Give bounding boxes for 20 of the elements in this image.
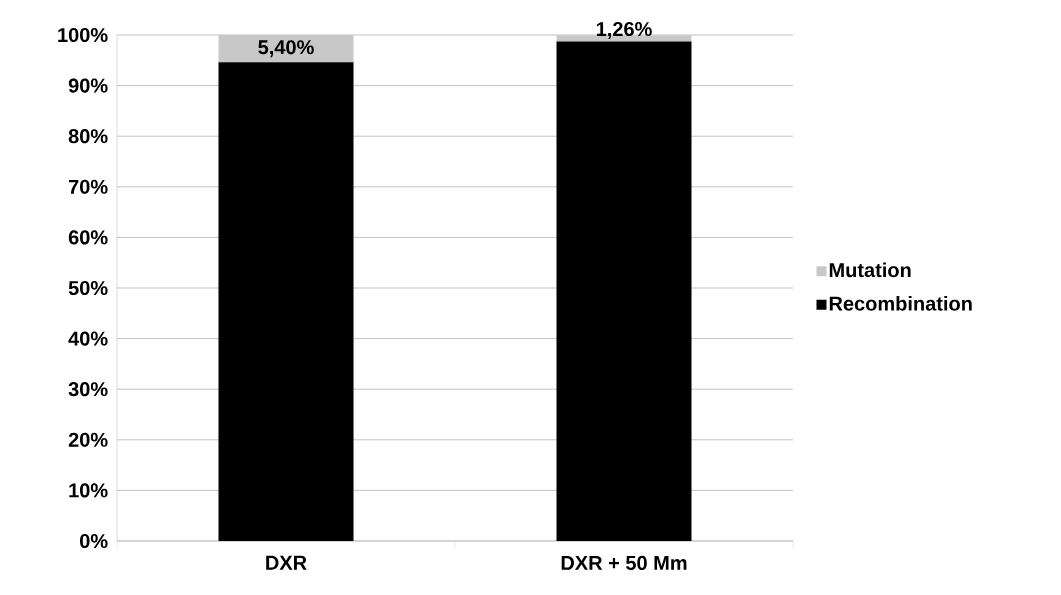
y-tick-label: 50% <box>68 280 108 296</box>
y-tick-label: 10% <box>69 483 108 498</box>
y-tick-label: 30% <box>68 382 108 397</box>
legend-label: Recombination <box>829 296 972 311</box>
bar <box>218 62 354 541</box>
y-tick-label: 90% <box>68 78 108 93</box>
bar <box>218 34 354 63</box>
legend-label: Mutation <box>829 262 911 278</box>
y-tick-label: 70% <box>68 179 108 194</box>
data-label: 1,26% <box>596 21 652 39</box>
y-tick-label: 20% <box>68 432 108 447</box>
y-tick-label: 100% <box>58 27 108 43</box>
y-tick-label: 80% <box>68 129 108 144</box>
x-tick-label: DXR <box>266 555 307 570</box>
y-tick-label: 60% <box>68 230 108 245</box>
y-tick-label: 0% <box>80 533 108 549</box>
data-label: 5,40% <box>258 40 314 58</box>
y-tick-label: 40% <box>68 331 108 346</box>
x-tick-label: DXR + 50 Mm <box>561 555 687 571</box>
bar <box>556 41 692 541</box>
